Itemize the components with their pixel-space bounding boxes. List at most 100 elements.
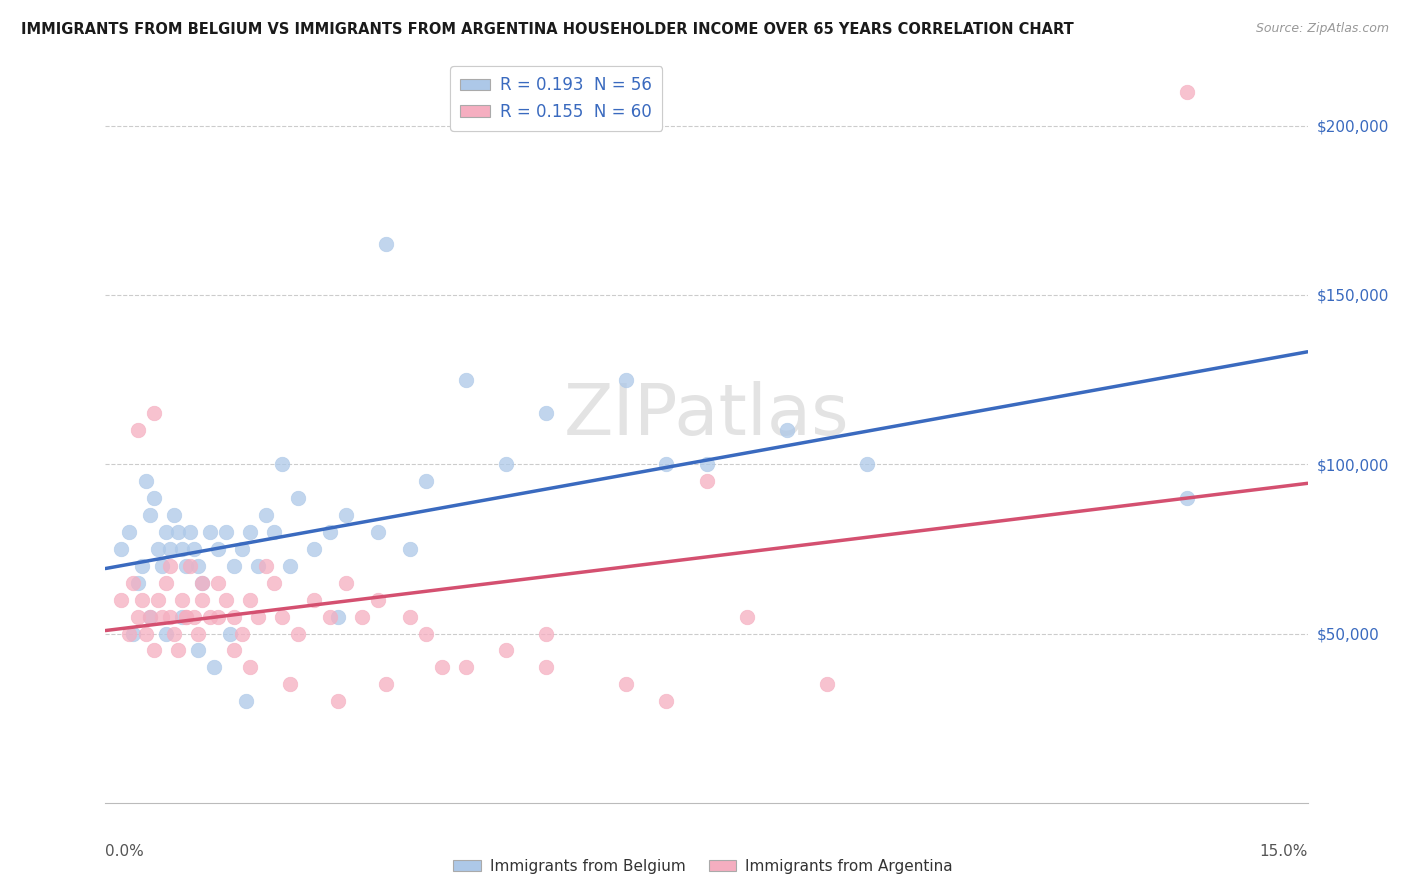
Point <box>122 575 145 590</box>
Point <box>270 457 292 471</box>
Point <box>170 592 193 607</box>
Point <box>155 524 177 539</box>
Point <box>183 541 205 556</box>
Point <box>155 626 177 640</box>
Point <box>415 626 437 640</box>
Point <box>302 541 325 556</box>
Point <box>159 558 181 573</box>
Point <box>179 524 201 539</box>
Point <box>534 407 557 421</box>
Legend: Immigrants from Belgium, Immigrants from Argentina: Immigrants from Belgium, Immigrants from… <box>447 853 959 880</box>
Point <box>326 609 349 624</box>
Point <box>335 508 357 522</box>
Point <box>367 524 389 539</box>
Point <box>278 677 301 691</box>
Point <box>263 575 285 590</box>
Point <box>776 424 799 438</box>
Point <box>127 609 149 624</box>
Point <box>534 626 557 640</box>
Point <box>127 575 149 590</box>
Point <box>254 508 277 522</box>
Point <box>319 524 342 539</box>
Point <box>696 457 718 471</box>
Point <box>138 609 160 624</box>
Point <box>456 660 478 674</box>
Point <box>815 677 838 691</box>
Point <box>287 626 309 640</box>
Point <box>131 592 153 607</box>
Point <box>231 541 253 556</box>
Point <box>207 609 229 624</box>
Point <box>110 592 132 607</box>
Point <box>616 373 638 387</box>
Legend: R = 0.193  N = 56, R = 0.155  N = 60: R = 0.193 N = 56, R = 0.155 N = 60 <box>450 66 662 130</box>
Point <box>187 643 209 657</box>
Point <box>118 524 141 539</box>
Point <box>222 643 245 657</box>
Point <box>456 373 478 387</box>
Point <box>142 407 165 421</box>
Text: 0.0%: 0.0% <box>105 844 145 859</box>
Point <box>278 558 301 573</box>
Point <box>118 626 141 640</box>
Point <box>135 474 157 488</box>
Point <box>239 524 262 539</box>
Point <box>131 558 153 573</box>
Point <box>142 643 165 657</box>
Point <box>287 491 309 505</box>
Point <box>207 541 229 556</box>
Point <box>159 541 181 556</box>
Point <box>246 558 269 573</box>
Point <box>138 508 160 522</box>
Point <box>202 660 225 674</box>
Point <box>319 609 342 624</box>
Point <box>146 541 169 556</box>
Point <box>616 677 638 691</box>
Point <box>855 457 877 471</box>
Text: IMMIGRANTS FROM BELGIUM VS IMMIGRANTS FROM ARGENTINA HOUSEHOLDER INCOME OVER 65 : IMMIGRANTS FROM BELGIUM VS IMMIGRANTS FR… <box>21 22 1074 37</box>
Point <box>270 609 292 624</box>
Point <box>138 609 160 624</box>
Point <box>655 694 678 708</box>
Point <box>150 609 173 624</box>
Text: ZIPatlas: ZIPatlas <box>564 381 849 450</box>
Point <box>254 558 277 573</box>
Point <box>222 609 245 624</box>
Point <box>122 626 145 640</box>
Point <box>174 558 197 573</box>
Point <box>1175 85 1198 99</box>
Point <box>150 558 173 573</box>
Point <box>159 609 181 624</box>
Point <box>190 592 212 607</box>
Point <box>534 660 557 674</box>
Point <box>174 609 197 624</box>
Point <box>235 694 257 708</box>
Point <box>263 524 285 539</box>
Point <box>127 424 149 438</box>
Point <box>146 592 169 607</box>
Point <box>335 575 357 590</box>
Point <box>110 541 132 556</box>
Point <box>239 660 262 674</box>
Point <box>183 609 205 624</box>
Point <box>222 558 245 573</box>
Point <box>246 609 269 624</box>
Point <box>350 609 373 624</box>
Point <box>302 592 325 607</box>
Point <box>495 457 517 471</box>
Point <box>214 524 236 539</box>
Point <box>374 677 398 691</box>
Point <box>696 474 718 488</box>
Point <box>399 541 422 556</box>
Point <box>155 575 177 590</box>
Point <box>367 592 389 607</box>
Point <box>218 626 240 640</box>
Point <box>374 237 398 252</box>
Point <box>198 609 221 624</box>
Point <box>655 457 678 471</box>
Point <box>214 592 236 607</box>
Point <box>399 609 422 624</box>
Point <box>174 609 197 624</box>
Point <box>190 575 212 590</box>
Point <box>135 626 157 640</box>
